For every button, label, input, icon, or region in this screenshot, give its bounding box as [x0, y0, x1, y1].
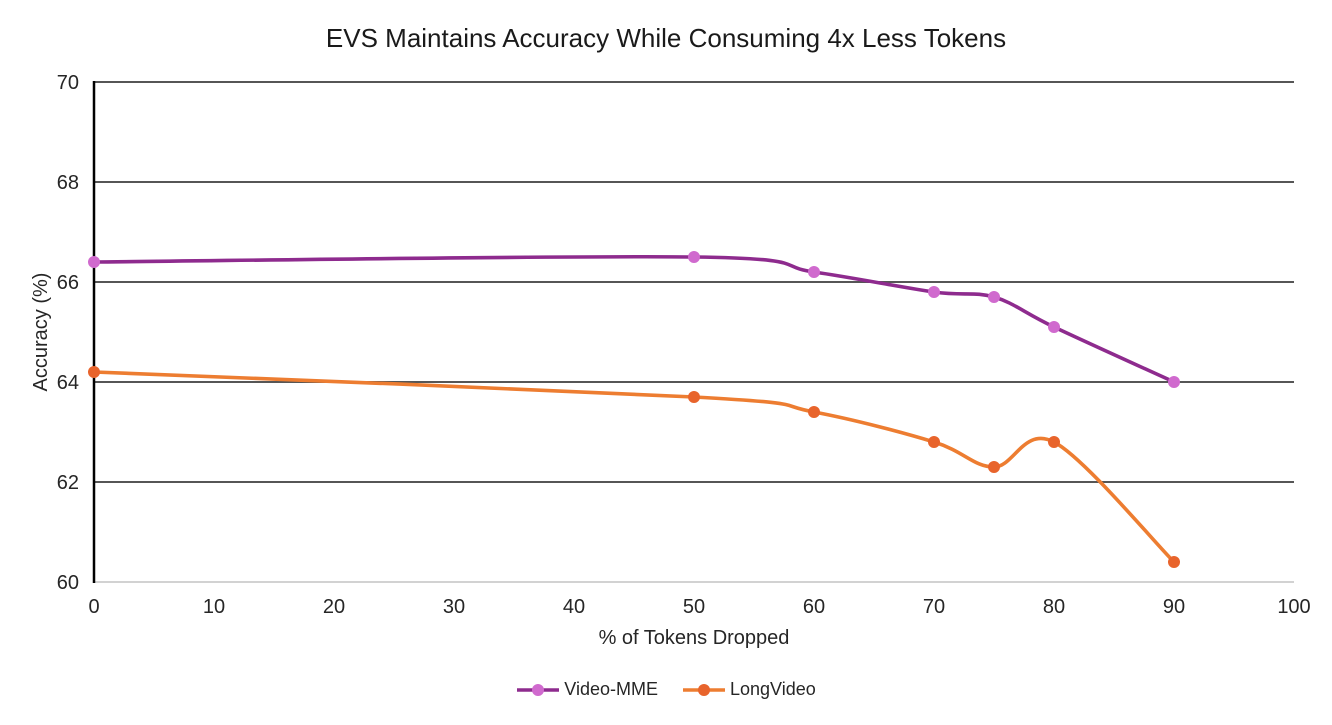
x-tick-label-100: 100: [1277, 596, 1310, 618]
legend-label-Video-MME: Video-MME: [564, 679, 658, 699]
y-tick-label-64: 64: [57, 372, 79, 394]
data-point-LongVideo-x90: [1168, 556, 1180, 568]
data-point-Video-MME-x50: [688, 251, 700, 263]
y-tick-label-68: 68: [57, 172, 79, 194]
y-tick-label-60: 60: [57, 572, 79, 594]
legend: Video-MME LongVideo: [0, 679, 1332, 700]
tick-labels: 60 62 64 66 68 70 0 10 20 30 40 50 60 70 80 90 100: [57, 72, 1311, 618]
data-series: [88, 251, 1180, 568]
data-point-LongVideo-x50: [688, 391, 700, 403]
y-tick-label-62: 62: [57, 472, 79, 494]
chart-title: EVS Maintains Accuracy While Consuming 4…: [325, 23, 1007, 53]
data-point-Video-MME-x70: [928, 286, 940, 298]
x-tick-label-70: 70: [923, 596, 945, 618]
legend-item-LongVideo: LongVideo: [682, 679, 816, 700]
x-tick-label-20: 20: [323, 596, 345, 618]
x-axis-title: % of Tokens Dropped: [599, 627, 790, 649]
legend-item-Video-MME: Video-MME: [516, 679, 658, 700]
series-line-Video-MME: [92, 254, 1176, 384]
x-tick-label-80: 80: [1043, 596, 1065, 618]
data-point-Video-MME-x75: [988, 291, 1000, 303]
data-point-Video-MME-x60: [808, 266, 820, 278]
data-point-LongVideo-x60: [808, 406, 820, 418]
legend-marker-LongVideo: [697, 683, 710, 696]
y-tick-label-66: 66: [57, 272, 79, 294]
x-tick-label-30: 30: [443, 596, 465, 618]
axes: [92, 81, 1294, 583]
x-tick-label-50: 50: [683, 596, 705, 618]
legend-label-LongVideo: LongVideo: [729, 679, 816, 699]
data-point-Video-MME-x90: [1168, 376, 1180, 388]
x-tick-label-60: 60: [803, 596, 825, 618]
data-point-Video-MME-x80: [1048, 321, 1060, 333]
data-point-Video-MME-x0: [88, 256, 100, 268]
x-tick-label-90: 90: [1163, 596, 1185, 618]
x-tick-label-0: 0: [88, 596, 99, 618]
data-point-LongVideo-x70: [928, 436, 940, 448]
data-point-LongVideo-x0: [88, 366, 100, 378]
y-axis-title: Accuracy (%): [30, 273, 52, 392]
legend-swatch-LongVideo: [682, 683, 725, 696]
y-tick-label-70: 70: [57, 72, 79, 94]
legend-swatch-Video-MME: [517, 683, 560, 696]
x-tick-label-40: 40: [563, 596, 585, 618]
legend-marker-Video-MME: [532, 683, 545, 696]
data-point-LongVideo-x80: [1048, 436, 1060, 448]
series-line-LongVideo: [92, 370, 1176, 564]
x-tick-label-10: 10: [203, 596, 225, 618]
gridlines: [94, 81, 1294, 483]
data-point-LongVideo-x75: [988, 461, 1000, 473]
